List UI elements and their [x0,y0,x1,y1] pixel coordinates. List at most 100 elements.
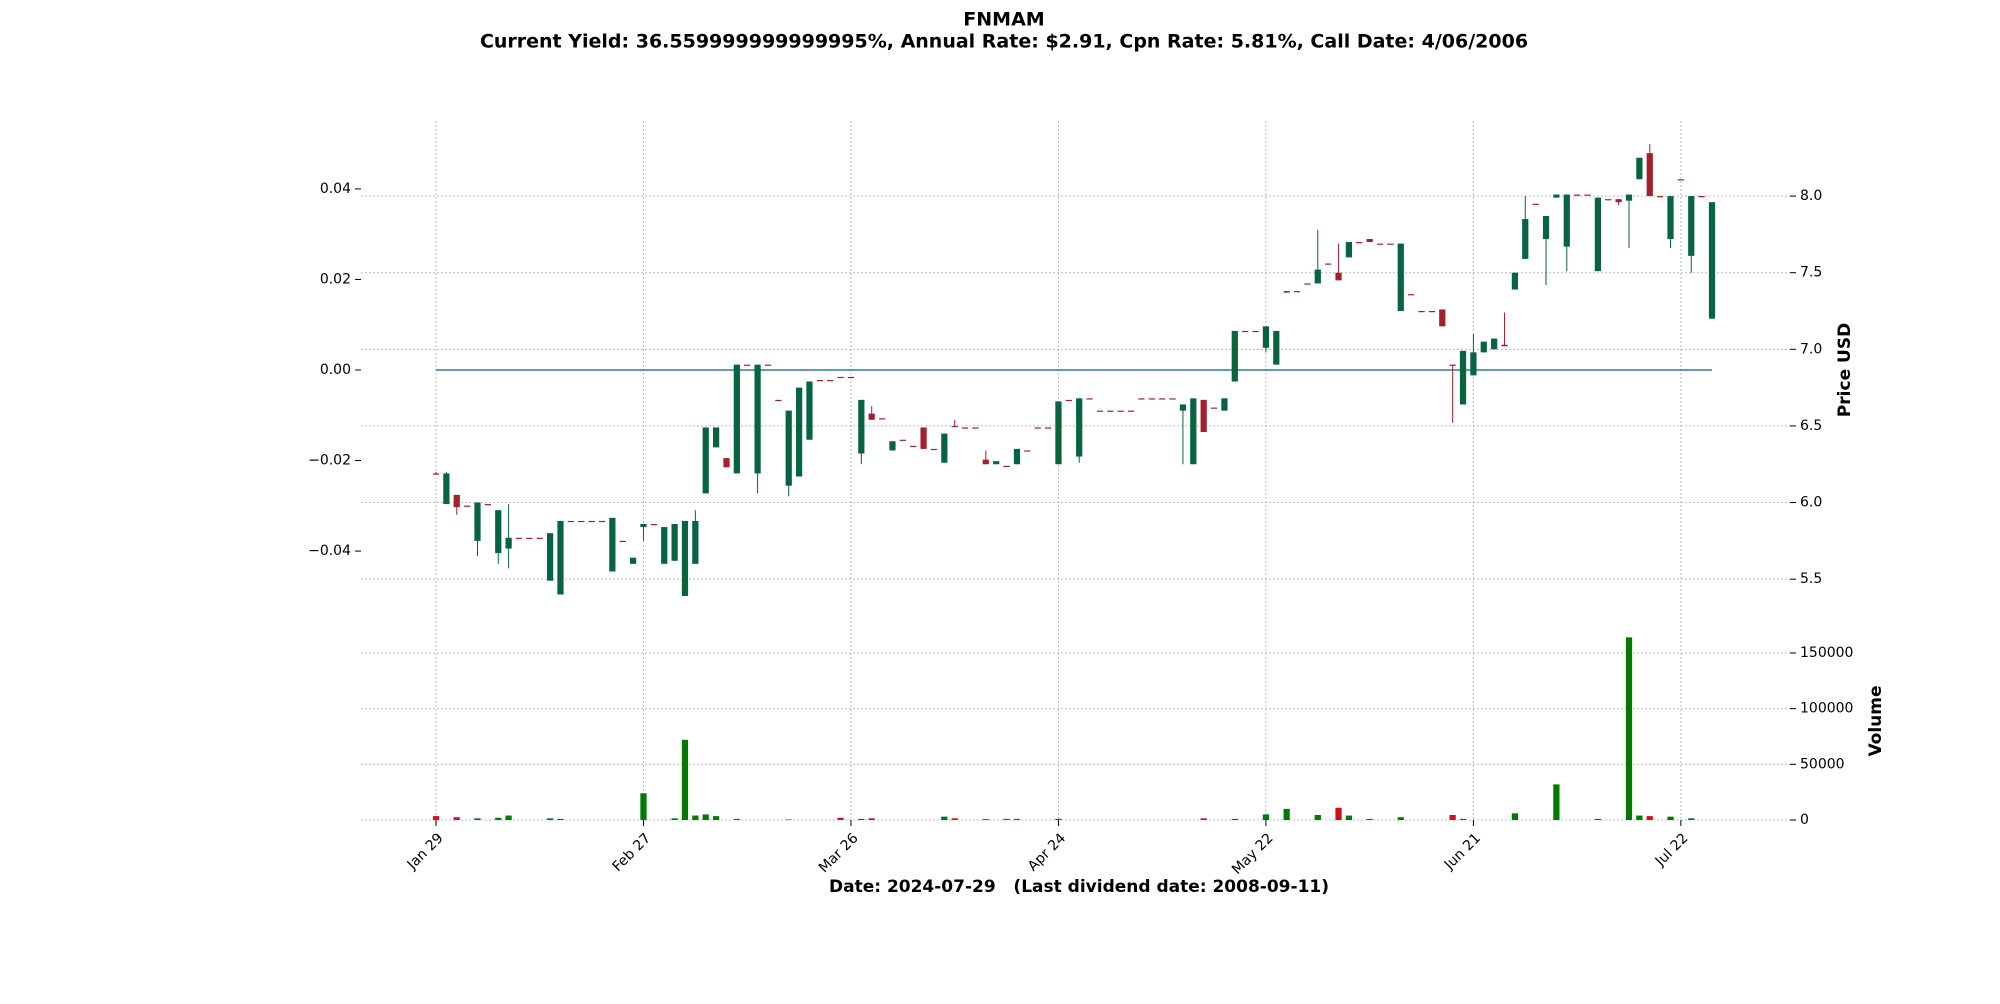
candle-body [1138,398,1145,400]
volume-bar [951,818,958,820]
volume-bar [557,818,564,820]
y-axis-label: Price USD [1835,323,1855,417]
volume-tick-label: 50000 [1800,756,1845,772]
volume-bar [1511,813,1519,820]
candle-body [1096,410,1104,412]
candle-body [1574,194,1581,196]
candle-body [1159,398,1166,400]
candle-body [775,399,782,402]
candle-body [1024,450,1031,452]
candle-body [1646,153,1653,197]
volume-bar [505,815,512,820]
y-tick-label: 5.5 [1800,571,1822,587]
candle-body [951,425,958,428]
candle-body [1605,199,1612,201]
volume-bar [1013,818,1021,820]
volume-bar [982,819,989,820]
volume-bar [868,818,875,820]
candle-body [1200,399,1207,433]
volume-bar [681,739,689,820]
volume-bar [702,814,709,820]
candle-body [1107,410,1114,412]
candle-body [609,517,616,572]
x-axis-label: Date: 2024-07-29 (Last dividend date: 20… [829,877,1329,897]
volume-bar [474,818,481,820]
volume-bar [858,818,865,820]
volume-bar [671,818,678,820]
candle-body [910,445,917,448]
candle-body [1252,330,1259,333]
y-tick-label: 7.5 [1800,265,1822,281]
candle-body [1688,196,1695,256]
candle-body [505,537,512,549]
volume-bar [1345,815,1353,820]
candle-body [1314,269,1321,284]
chart-subtitle: Current Yield: 36.559999999999995%, Annu… [480,31,1528,53]
candle-body [629,557,637,564]
candle-body [702,427,709,494]
candle-body [1242,330,1249,333]
candle-body [1615,199,1622,203]
candle-body [744,364,751,366]
candle-body [1376,243,1384,245]
y2-tick-label: 0.04 [320,181,351,197]
volume-bar [1262,814,1270,820]
volume-bar [837,817,844,820]
volume-bar [785,819,792,820]
y-tick-label: 6.0 [1800,495,1822,511]
candle-body [515,537,523,539]
candle-body [1293,291,1301,293]
candle-body [899,439,906,441]
y-tick-label: 8.0 [1800,188,1822,204]
volume-bar [547,818,554,820]
volume-bar [1003,818,1010,820]
candle-body [972,427,979,429]
candle-body [858,399,865,454]
candle-body [1086,398,1093,400]
candle-body [1231,330,1238,382]
candle-body [1117,410,1124,412]
candle-body [993,461,1000,465]
candle-body [1563,194,1570,247]
candle-body [1449,364,1456,366]
volume-bar [1366,818,1373,820]
chart-title: FNMAM [963,9,1044,31]
volume-bar [1335,807,1342,820]
candle-body [868,413,875,420]
candle-body [785,410,792,486]
volume-tick-label: 0 [1800,812,1809,828]
candle-body [1190,398,1197,465]
candle-body [754,364,761,474]
candle-body [578,520,585,523]
y-tick-label: 6.5 [1800,418,1822,434]
candle-body [1065,399,1072,402]
y-tick-label: 7.0 [1800,341,1822,357]
candle-body [1179,404,1187,411]
x-tick-label: Jun 21 [1441,830,1484,873]
candle-body [1262,326,1270,348]
volume-bar [1636,815,1643,820]
candle-body [920,427,927,449]
candle-body [1636,157,1643,180]
candle-body [878,418,886,420]
volume-bar [1200,818,1207,820]
candle-body [484,504,491,506]
volume-bar [1449,814,1456,820]
volume-bar [692,815,699,820]
volume-bar [1667,816,1674,820]
volume-bar [1688,818,1695,820]
candle-body [941,433,948,463]
candle-body [547,533,554,581]
candle-body [1708,202,1716,319]
candle-body [712,427,720,448]
candle-body [536,537,543,539]
candle-body [557,520,564,595]
candle-body [1532,203,1539,205]
candle-body [1657,196,1664,198]
volume-bar [712,816,720,820]
volume-bar [495,817,502,820]
candle-body [795,387,803,477]
candle-body [1553,194,1560,198]
candle-body [1470,352,1477,376]
y2-tick-label: −0.04 [308,543,351,559]
